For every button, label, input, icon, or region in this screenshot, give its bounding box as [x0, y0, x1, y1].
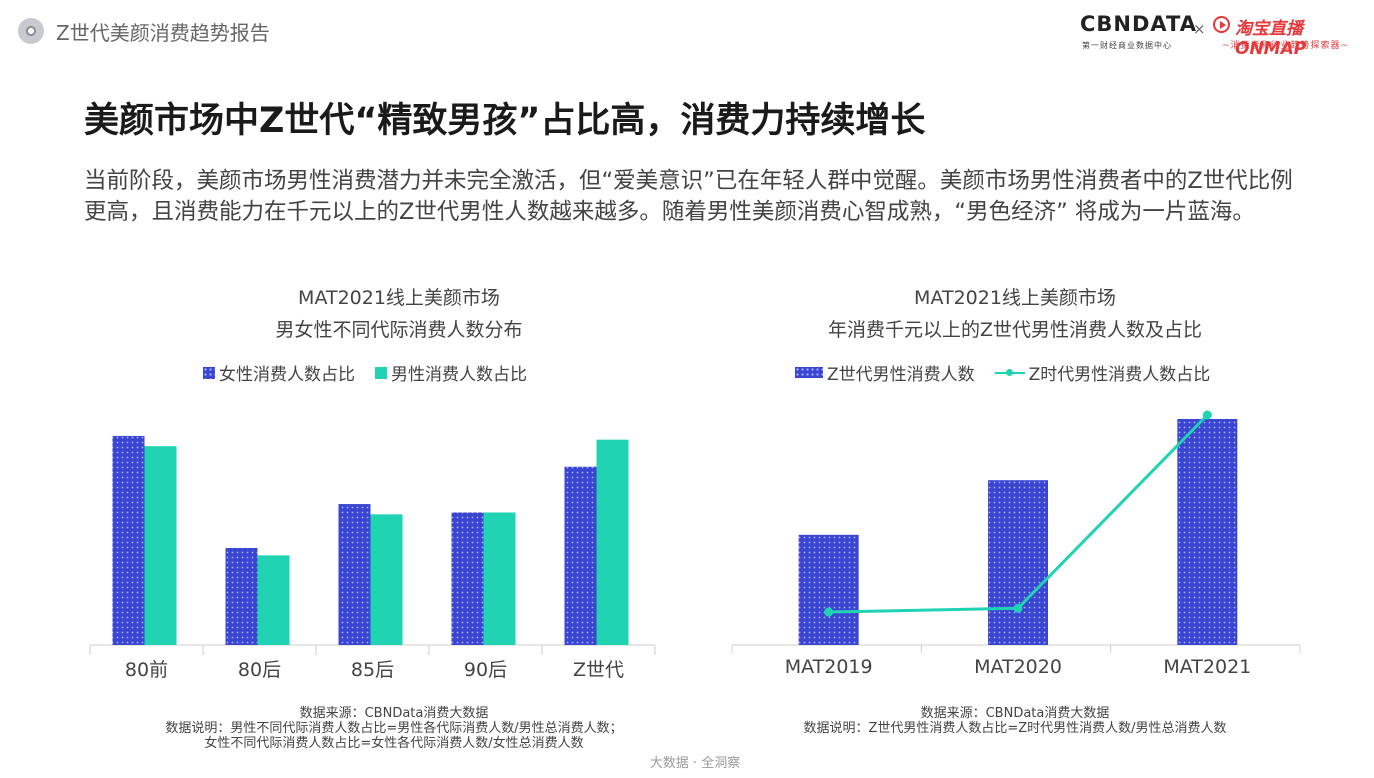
taobao-live-logo: 淘宝直播ONMAP [1235, 19, 1307, 59]
bar-female [338, 504, 371, 645]
bar-male [144, 446, 177, 645]
right-chart-note-1: 数据说明：Z世代男性消费人数占比=Z时代男性消费人数/男性总消费人数 [803, 721, 1227, 736]
disc-icon [18, 18, 44, 44]
bar-z-count [1177, 419, 1238, 645]
right-chart-legend: Z世代男性消费人数 Z时代男性消费人数占比 [795, 360, 1230, 385]
report-title: Z世代美颜消费趋势报告 [56, 21, 270, 45]
left-chart-title-line2: 男女性不同代际消费人数分布 [275, 319, 523, 341]
x-tick-label: MAT2019 [785, 656, 873, 678]
bar-female [451, 512, 484, 645]
right-chart-title-line2: 年消费千元以上的Z世代男性消费人数及占比 [827, 319, 1203, 341]
bar-female [564, 466, 597, 645]
legend-swatch-z-share [994, 367, 1025, 379]
right-chart-source: 数据来源：CBNData消费大数据 [920, 706, 1110, 721]
x-tick-label: MAT2021 [1163, 656, 1251, 678]
left-chart-notes: 数据来源：CBNData消费大数据 数据说明：男性不同代际消费人数占比=男性各代… [84, 706, 704, 751]
legend-label-female: 女性消费人数占比 [219, 365, 355, 385]
z-gen-male-combo-chart: MAT2019 MAT2020 MAT2021 [731, 410, 1301, 678]
legend-swatch-z-count [795, 367, 823, 378]
left-chart-source: 数据来源：CBNData消费大数据 [299, 706, 489, 721]
legend-swatch-female [203, 366, 215, 379]
legend-label-male: 男性消费人数占比 [391, 365, 527, 385]
page-headline: 美颜市场中Z世代“精致男孩”占比高，消费力持续增长 [84, 101, 926, 141]
bar-female [112, 435, 145, 645]
bar-male [483, 512, 516, 645]
left-chart-title-line1: MAT2021线上美颜市场 [298, 287, 500, 309]
left-chart-note-2: 女性不同代际消费人数占比=女性各代际消费人数/女性总消费人数 [204, 736, 584, 751]
bar-male [370, 514, 403, 645]
point-z-share [824, 607, 834, 617]
legend-item-z-count: Z世代男性消费人数 [795, 360, 975, 385]
bar-z-count [798, 534, 859, 645]
bar-female [225, 547, 258, 645]
cbndata-logo: CBNDATA [1080, 12, 1197, 36]
bar-male [257, 555, 290, 645]
legend-item-male: 男性消费人数占比 [375, 360, 527, 385]
right-chart-title: MAT2021线上美颜市场 年消费千元以上的Z世代男性消费人数及占比 [700, 282, 1330, 346]
left-chart-title: MAT2021线上美颜市场 男女性不同代际消费人数分布 [84, 282, 714, 346]
intro-paragraph: 当前阶段，美颜市场男性消费潜力并未完全激活，但“爱美意识”已在年轻人群中觉醒。美… [84, 168, 1293, 225]
x-tick-label: 80前 [125, 659, 168, 681]
left-chart-note-1: 数据说明：男性不同代际消费人数占比=男性各代际消费人数/男性总消费人数； [165, 721, 623, 736]
bar-male [596, 439, 629, 645]
footer-slogan: 大数据 · 全洞察 [649, 756, 741, 771]
generation-bar-chart: 80前 80后 85后 90后 Z世代 [89, 435, 656, 681]
top-bar: Z世代美颜消费趋势报告 CBNDATA 第一财经商业数据中心 × 淘宝直播ONM… [0, 0, 1374, 62]
bar-z-count [988, 480, 1048, 645]
play-icon [1213, 16, 1230, 33]
taobao-live-tagline: ~消费者和行业趋势探索器~ [1222, 41, 1350, 51]
legend-item-z-share: Z时代男性消费人数占比 [994, 360, 1211, 385]
x-tick-label: 90后 [464, 659, 507, 681]
right-chart-title-line1: MAT2021线上美颜市场 [914, 287, 1116, 309]
x-tick-label: Z世代 [573, 659, 624, 681]
x-tick-label: MAT2020 [974, 656, 1062, 678]
legend-swatch-male [375, 366, 387, 379]
legend-label-z-share: Z时代男性消费人数占比 [1028, 365, 1211, 385]
point-z-share [1202, 410, 1212, 420]
point-z-share [1013, 603, 1023, 613]
right-chart-notes: 数据来源：CBNData消费大数据 数据说明：Z世代男性消费人数占比=Z时代男性… [700, 706, 1330, 736]
legend-label-z-count: Z世代男性消费人数 [827, 365, 975, 385]
x-tick-label: 85后 [351, 659, 394, 681]
x-tick-label: 80后 [238, 659, 281, 681]
logo-separator: × [1193, 20, 1206, 38]
left-chart-legend: 女性消费人数占比 男性消费人数占比 [203, 360, 547, 385]
cbndata-tagline: 第一财经商业数据中心 [1082, 41, 1172, 50]
legend-item-female: 女性消费人数占比 [203, 360, 355, 385]
